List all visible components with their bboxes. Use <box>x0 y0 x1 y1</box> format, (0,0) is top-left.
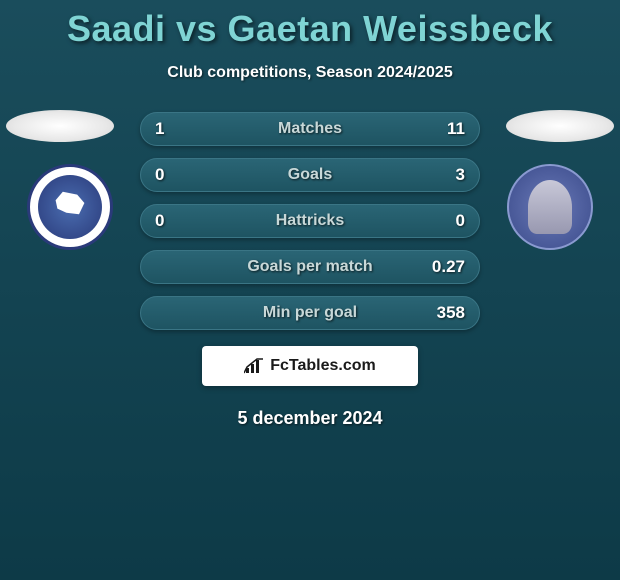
subtitle: Club competitions, Season 2024/2025 <box>0 64 620 82</box>
club-logo-left-map-icon <box>52 189 88 217</box>
content-area: 1Matches110Goals30Hattricks0Goals per ma… <box>0 112 620 429</box>
club-logo-left-inner <box>38 175 102 239</box>
stat-row: Min per goal358 <box>140 296 480 330</box>
comparison-title: Saadi vs Gaetan Weissbeck <box>0 0 620 50</box>
stat-value-right: 358 <box>425 303 465 323</box>
club-logo-right-figure-icon <box>528 180 572 234</box>
stat-row: 0Goals3 <box>140 158 480 192</box>
stats-list: 1Matches110Goals30Hattricks0Goals per ma… <box>140 112 480 330</box>
club-logo-left <box>27 164 113 250</box>
club-logo-right <box>507 164 593 250</box>
stat-row: 0Hattricks0 <box>140 204 480 238</box>
stat-value-left: 1 <box>155 119 195 139</box>
stat-value-right: 0.27 <box>425 257 465 277</box>
attribution-box[interactable]: FcTables.com <box>202 346 418 386</box>
stat-row: Goals per match0.27 <box>140 250 480 284</box>
attribution-text: FcTables.com <box>270 357 376 375</box>
chart-icon <box>244 358 264 374</box>
stat-value-left: 0 <box>155 165 195 185</box>
stat-value-right: 0 <box>425 211 465 231</box>
stat-value-right: 3 <box>425 165 465 185</box>
stat-label: Goals per match <box>195 258 425 276</box>
player-silhouette-right <box>506 110 614 142</box>
stat-value-left: 0 <box>155 211 195 231</box>
stat-value-right: 11 <box>425 119 465 139</box>
stat-label: Min per goal <box>195 304 425 322</box>
stat-label: Hattricks <box>195 212 425 230</box>
player-silhouette-left <box>6 110 114 142</box>
stat-label: Matches <box>195 120 425 138</box>
date-text: 5 december 2024 <box>0 408 620 429</box>
stat-label: Goals <box>195 166 425 184</box>
stat-row: 1Matches11 <box>140 112 480 146</box>
